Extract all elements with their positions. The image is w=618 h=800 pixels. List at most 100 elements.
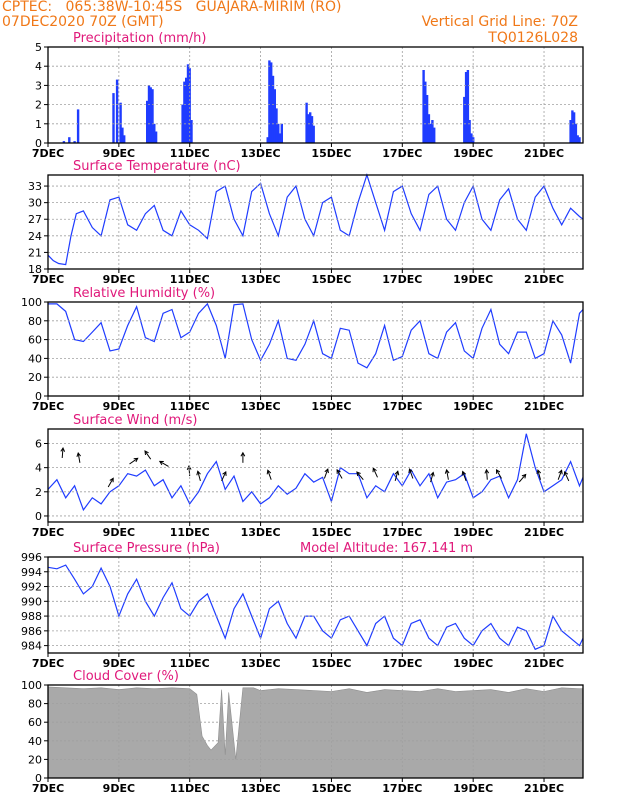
wind-arrow: [159, 460, 169, 467]
wind-arrow: [129, 457, 138, 465]
panel-rh: 0 20 40 60 80 100 7DEC 9DEC 11DEC 13DEC 15DEC 17DEC…: [21, 286, 584, 413]
wind-arrow-head: [536, 469, 542, 475]
panel-title: Surface Temperature (nC): [73, 159, 241, 174]
wind-arrow-head: [408, 468, 413, 474]
precip-bar: [429, 123, 432, 143]
wind-arrow-head: [158, 460, 164, 466]
wind-arrow-head: [109, 477, 114, 483]
wind-arrow: [496, 469, 502, 479]
y-tick-label: 40: [28, 735, 42, 748]
wind-arrow: [518, 474, 527, 483]
x-tick-label: 9DEC: [103, 147, 135, 160]
x-tick-label: 7DEC: [32, 657, 64, 670]
y-tick-label: 990: [21, 595, 42, 608]
panel-frame: [47, 301, 584, 397]
wind-line: [47, 433, 584, 512]
precip-bar: [427, 114, 431, 143]
wind-arrow-head: [430, 471, 435, 477]
wind-arrow-head: [266, 469, 272, 475]
precip-bar: [431, 120, 434, 143]
x-tick-label: 15DEC: [311, 400, 351, 413]
x-tick-label: 13DEC: [241, 400, 281, 413]
panel-temp: 18 21 24 27 30 33 7DEC 9DEC 11DEC 13DEC 15DEC 17DEC…: [28, 159, 584, 286]
panel-title: Surface Wind (m/s): [73, 413, 197, 428]
x-tick-label: 11DEC: [170, 400, 210, 413]
precip-bar: [277, 123, 280, 143]
wind-arrow: [61, 447, 64, 459]
x-tick-label: 17DEC: [382, 657, 422, 670]
wind-arrow: [77, 452, 81, 463]
wind-arrow: [267, 470, 272, 480]
y-tick-label: 2: [35, 486, 42, 499]
panel-frame: [47, 428, 584, 523]
grid-line-note: Vertical Grid Line: 70Z: [421, 14, 578, 30]
wind-arrow-head: [558, 469, 563, 475]
y-tick-label: 100: [21, 296, 42, 309]
model-id: TQ0126L028: [488, 30, 578, 46]
y-tick-label: 996: [21, 551, 42, 564]
x-tick-label: 13DEC: [241, 526, 281, 539]
x-tick-label: 15DEC: [311, 782, 351, 795]
panel-wind: 0 2 4 6 7DEC 9DEC 11DEC 13DEC 15DEC 17DEC 19DEC 21D…: [32, 413, 584, 539]
panel-frame: [47, 46, 584, 144]
x-tick-label: 19DEC: [453, 782, 493, 795]
x-tick-label: 13DEC: [241, 782, 281, 795]
y-tick-label: 0: [35, 137, 42, 150]
x-tick-label: 7DEC: [32, 273, 64, 286]
wind-arrow-head: [133, 457, 139, 463]
x-tick-label: 11DEC: [170, 273, 210, 286]
precip-bar: [278, 133, 282, 143]
precip-bar: [305, 102, 308, 143]
y-tick-label: 986: [21, 625, 42, 638]
y-tick-label: 1: [35, 118, 42, 131]
temp-line: [47, 173, 584, 266]
precip-bar: [266, 137, 269, 143]
wind-arrow-head: [60, 446, 66, 452]
precip-bar: [422, 70, 425, 143]
y-tick-label: 2: [35, 99, 42, 112]
wind-arrow-head: [240, 451, 246, 457]
y-tick-label: 18: [28, 263, 42, 276]
precip-bar: [76, 109, 80, 143]
precip-bar: [425, 95, 429, 143]
y-tick-label: 24: [28, 230, 42, 243]
precip-bar: [576, 135, 579, 143]
precip-bar: [181, 104, 184, 143]
wind-arrow: [409, 468, 414, 479]
x-tick-label: 17DEC: [382, 782, 422, 795]
wind-arrow: [430, 472, 434, 483]
pressure-line: [47, 564, 584, 651]
precip-bar: [470, 133, 473, 143]
precip-bar: [569, 120, 572, 143]
y-tick-label: 4: [35, 462, 42, 475]
precip-bar: [275, 108, 278, 143]
x-tick-label: 19DEC: [453, 526, 493, 539]
precip-bar: [307, 114, 310, 143]
precip-bar: [188, 68, 191, 143]
wind-arrow: [323, 468, 329, 479]
precip-bar: [73, 141, 76, 143]
precip-bar: [464, 72, 468, 143]
wind-arrow-head: [76, 451, 81, 457]
wind-arrow-head: [144, 450, 149, 456]
precip-bar: [149, 87, 152, 143]
y-tick-label: 0: [35, 772, 42, 785]
y-tick-label: 20: [28, 371, 42, 384]
precip-bar: [190, 120, 193, 143]
wind-arrow: [537, 469, 541, 480]
precip-bar: [185, 77, 188, 143]
y-tick-label: 60: [28, 716, 42, 729]
wind-arrow: [372, 467, 378, 478]
y-tick-label: 20: [28, 753, 42, 766]
wind-arrow-head: [444, 468, 450, 474]
wind-arrow: [462, 471, 467, 482]
precip-bar: [312, 125, 315, 143]
x-tick-label: 11DEC: [170, 657, 210, 670]
x-tick-label: 7DEC: [32, 147, 64, 160]
precip-bar: [424, 81, 427, 143]
wind-arrow-head: [356, 471, 361, 477]
y-tick-label: 992: [21, 581, 42, 594]
wind-arrow-head: [186, 465, 192, 471]
